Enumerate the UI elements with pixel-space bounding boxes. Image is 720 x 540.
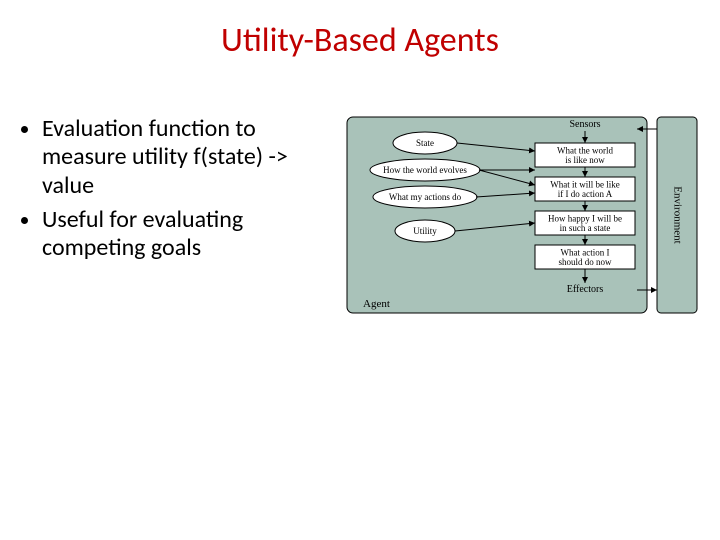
svg-text:What my actions do: What my actions do	[389, 192, 462, 202]
svg-text:Utility: Utility	[413, 226, 437, 236]
svg-text:Effectors: Effectors	[567, 284, 604, 295]
bullet-list-container: Evaluation function to measure utility f…	[20, 115, 320, 269]
slide-title: Utility-Based Agents	[0, 20, 720, 61]
svg-text:How happy I will be: How happy I will be	[548, 213, 622, 223]
svg-text:Sensors: Sensors	[569, 119, 600, 130]
svg-text:Environment: Environment	[671, 186, 683, 243]
svg-text:Agent: Agent	[363, 298, 390, 310]
bullet-list: Evaluation function to measure utility f…	[20, 115, 320, 263]
agent-diagram: Agent Environment State How the world evolv…	[345, 115, 700, 325]
svg-text:What it will be like: What it will be like	[550, 179, 619, 189]
svg-text:should do now: should do now	[558, 257, 612, 267]
svg-text:What action I: What action I	[561, 247, 610, 257]
svg-text:State: State	[416, 138, 434, 148]
svg-text:if I do action A: if I do action A	[558, 189, 613, 199]
svg-text:in such a state: in such a state	[560, 223, 611, 233]
list-item: Evaluation function to measure utility f…	[42, 115, 320, 200]
svg-text:How the world evolves: How the world evolves	[383, 165, 467, 175]
list-item: Useful for evaluating competing goals	[42, 206, 320, 263]
slide: Utility-Based Agents Evaluation function…	[0, 0, 720, 540]
svg-text:is like now: is like now	[565, 155, 605, 165]
svg-text:What the world: What the world	[557, 145, 613, 155]
